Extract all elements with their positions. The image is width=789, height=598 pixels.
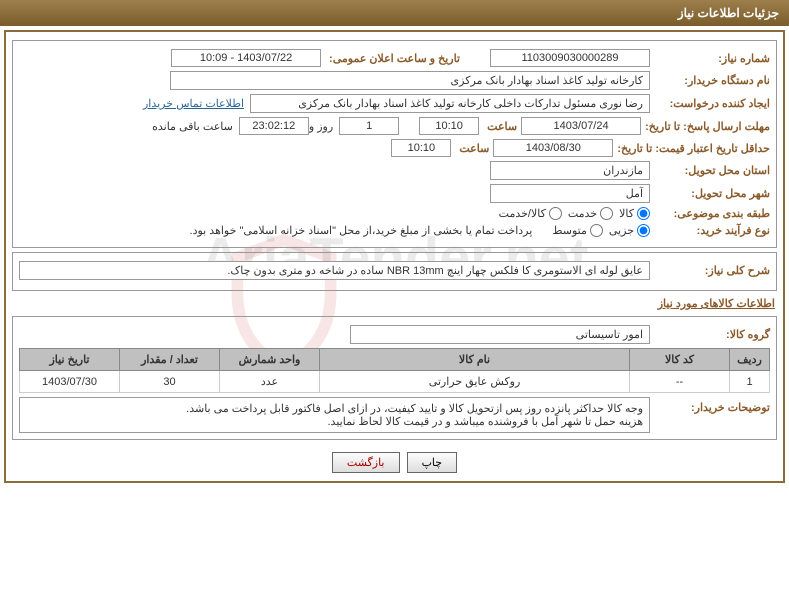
cell-unit: عدد xyxy=(220,371,320,393)
footer-buttons: چاپ بازگشت xyxy=(10,444,779,477)
cell-row: 1 xyxy=(730,371,770,393)
cell-qty: 30 xyxy=(120,371,220,393)
print-button[interactable]: چاپ xyxy=(407,452,458,473)
table-row: 1 -- روکش عایق حرارتی عدد 30 1403/07/30 xyxy=(20,371,770,393)
deadline-time-value: 10:10 xyxy=(419,117,479,135)
announce-date-label: تاریخ و ساعت اعلان عمومی: xyxy=(325,52,460,65)
cell-date: 1403/07/30 xyxy=(20,371,120,393)
proc-medium-label: متوسط xyxy=(552,224,587,237)
deadline-label: مهلت ارسال پاسخ: تا تاریخ: xyxy=(641,120,770,133)
days-and-text: روز و xyxy=(309,120,333,133)
process-note: پرداخت تمام یا بخشی از مبلغ خرید،از محل … xyxy=(190,224,533,237)
th-row: ردیف xyxy=(730,349,770,371)
th-unit: واحد شمارش xyxy=(220,349,320,371)
validity-label: حداقل تاریخ اعتبار قیمت: تا تاریخ: xyxy=(613,142,770,155)
overall-value: عایق لوله ای الاستومری کا فلکس چهار اینچ… xyxy=(19,261,650,280)
panel-title: جزئیات اطلاعات نیاز xyxy=(678,6,779,20)
cat-both-option[interactable]: کالا/خدمت xyxy=(499,207,562,220)
proc-small-radio[interactable] xyxy=(637,224,650,237)
goods-table: ردیف کد کالا نام کالا واحد شمارش تعداد /… xyxy=(19,348,770,393)
city-value: آمل xyxy=(490,184,650,203)
overall-fieldset: شرح کلی نیاز: عایق لوله ای الاستومری کا … xyxy=(12,252,777,291)
province-value: مازندران xyxy=(490,161,650,180)
process-radio-group: جزیی متوسط xyxy=(552,224,650,237)
main-fieldset: شماره نیاز: 1103009030000289 تاریخ و ساع… xyxy=(12,40,777,248)
process-label: نوع فرآیند خرید: xyxy=(650,224,770,237)
cat-both-radio[interactable] xyxy=(549,207,562,220)
th-name: نام کالا xyxy=(320,349,630,371)
deadline-date-value: 1403/07/24 xyxy=(521,117,641,135)
time-label-1: ساعت xyxy=(483,120,517,133)
requester-label: ایجاد کننده درخواست: xyxy=(650,97,770,110)
cat-both-label: کالا/خدمت xyxy=(499,207,546,220)
category-label: طبقه بندی موضوعی: xyxy=(650,207,770,220)
cat-service-option[interactable]: خدمت xyxy=(568,207,613,220)
cell-code: -- xyxy=(630,371,730,393)
buyer-notes-line1: وجه کالا حداکثر پانزده روز پس ازتحویل کا… xyxy=(26,402,643,415)
time-label-2: ساعت xyxy=(455,142,489,155)
goods-info-title: اطلاعات کالاهای مورد نیاز xyxy=(14,297,775,310)
content-panel: AriaTender.net شماره نیاز: 1103009030000… xyxy=(4,30,785,483)
buyer-value: کارخانه تولید کاغذ اسناد بهادار بانک مرک… xyxy=(170,71,650,90)
cat-service-radio[interactable] xyxy=(600,207,613,220)
back-button[interactable]: بازگشت xyxy=(332,452,400,473)
requester-value: رضا نوری مسئول تدارکات داخلی کارخانه تول… xyxy=(250,94,650,113)
buyer-notes-label: توضیحات خریدار: xyxy=(650,397,770,414)
cat-goods-radio[interactable] xyxy=(637,207,650,220)
category-radio-group: کالا خدمت کالا/خدمت xyxy=(499,207,650,220)
need-no-value: 1103009030000289 xyxy=(490,49,650,67)
cell-name: روکش عایق حرارتی xyxy=(320,371,630,393)
cat-service-label: خدمت xyxy=(568,207,597,220)
panel-header: جزئیات اطلاعات نیاز xyxy=(0,0,789,26)
province-label: استان محل تحویل: xyxy=(650,164,770,177)
goods-fieldset: گروه کالا: امور تاسیساتی ردیف کد کالا نا… xyxy=(12,316,777,440)
th-code: کد کالا xyxy=(630,349,730,371)
cat-goods-option[interactable]: کالا xyxy=(619,207,650,220)
proc-medium-radio[interactable] xyxy=(590,224,603,237)
th-qty: تعداد / مقدار xyxy=(120,349,220,371)
validity-date-value: 1403/08/30 xyxy=(493,139,613,157)
cat-goods-label: کالا xyxy=(619,207,634,220)
announce-date-value: 1403/07/22 - 10:09 xyxy=(171,49,321,67)
validity-time-value: 10:10 xyxy=(391,139,451,157)
city-label: شهر محل تحویل: xyxy=(650,187,770,200)
countdown-value: 23:02:12 xyxy=(239,117,309,135)
buyer-notes-line2: هزینه حمل تا شهر آمل با فروشنده میباشد و… xyxy=(26,415,643,428)
need-no-label: شماره نیاز: xyxy=(650,52,770,65)
group-value: امور تاسیساتی xyxy=(350,325,650,344)
overall-label: شرح کلی نیاز: xyxy=(650,264,770,277)
group-label: گروه کالا: xyxy=(650,328,770,341)
remaining-text: ساعت باقی مانده xyxy=(152,120,233,133)
days-count-value: 1 xyxy=(339,117,399,135)
proc-medium-option[interactable]: متوسط xyxy=(552,224,603,237)
buyer-label: نام دستگاه خریدار: xyxy=(650,74,770,87)
th-date: تاریخ نیاز xyxy=(20,349,120,371)
proc-small-option[interactable]: جزیی xyxy=(609,224,650,237)
buyer-contact-link[interactable]: اطلاعات تماس خریدار xyxy=(143,97,244,110)
buyer-notes-box: وجه کالا حداکثر پانزده روز پس ازتحویل کا… xyxy=(19,397,650,433)
proc-small-label: جزیی xyxy=(609,224,634,237)
